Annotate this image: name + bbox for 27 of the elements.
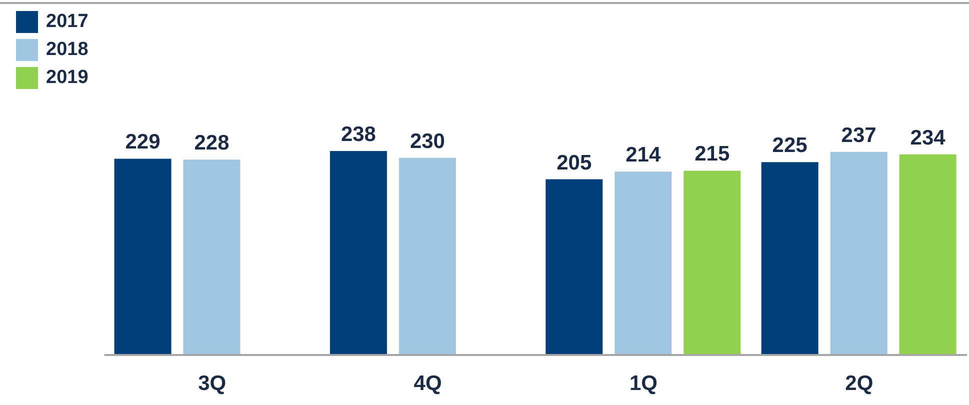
data-label: 238 [340, 123, 376, 146]
bar [183, 160, 240, 355]
data-label: 229 [125, 130, 160, 154]
legend-label: 2017 [46, 11, 88, 32]
x-tick-label: 4Q [414, 372, 442, 395]
x-tick-label: 2Q [845, 372, 874, 395]
data-label: 205 [556, 151, 592, 174]
x-tick-label: 1Q [629, 372, 658, 395]
bar [398, 158, 456, 355]
bar [684, 170, 741, 355]
legend-label: 2018 [46, 39, 88, 60]
data-label: 230 [410, 130, 445, 153]
data-label: 228 [194, 132, 230, 155]
data-label: 234 [910, 126, 946, 150]
bar [330, 151, 387, 355]
data-label: 237 [841, 124, 876, 147]
data-label: 214 [626, 144, 661, 167]
data-label: 225 [772, 134, 808, 158]
bar [899, 154, 956, 355]
bar [614, 172, 672, 355]
legend-label: 2019 [46, 67, 88, 88]
bar [830, 152, 888, 355]
bar [114, 158, 172, 355]
x-tick-label: 3Q [198, 372, 226, 395]
bar [761, 162, 818, 355]
bar [546, 179, 603, 355]
data-label: 215 [694, 142, 730, 166]
